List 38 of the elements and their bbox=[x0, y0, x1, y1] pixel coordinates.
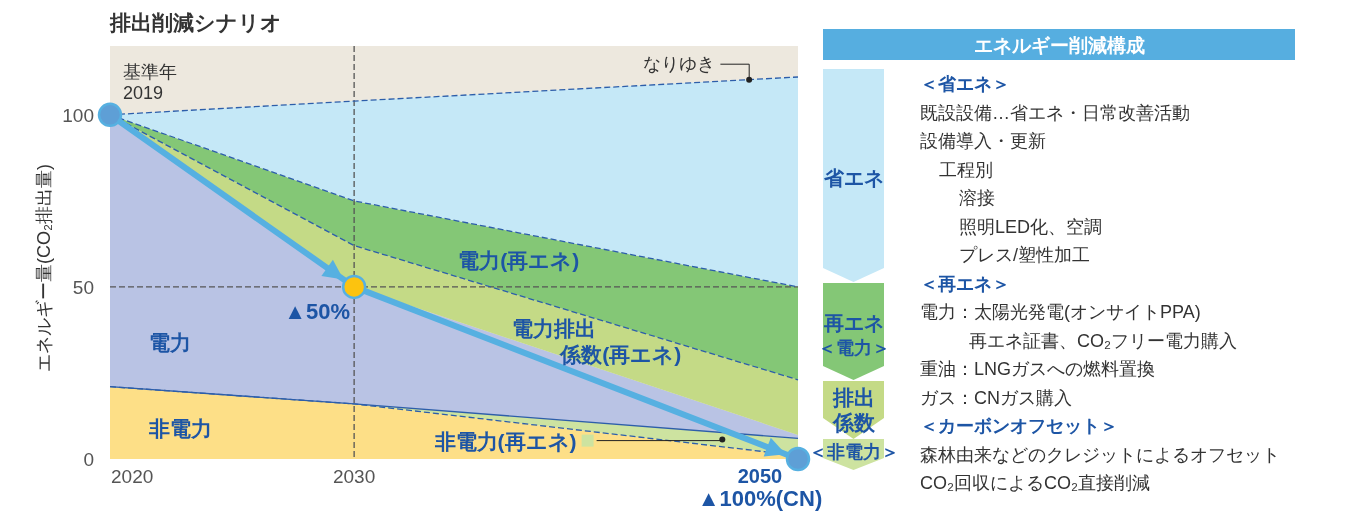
point bbox=[785, 446, 811, 472]
text: 電力：太陽光発電(オンサイトPPA) bbox=[920, 302, 1201, 322]
series-label: 電力排出係数(再エネ) bbox=[511, 316, 682, 366]
text: エネルギー削減構成 bbox=[973, 34, 1145, 56]
series-label: なりゆき bbox=[643, 54, 716, 75]
text: 設備導入・更新 bbox=[920, 131, 1046, 151]
text: 照明LED化、空調 bbox=[959, 216, 1103, 237]
text: CO₂回収によるCO₂直接削減 bbox=[920, 473, 1150, 493]
series-label: 電力(再エネ) bbox=[458, 248, 580, 272]
text: 工程別 bbox=[939, 159, 993, 180]
text: ＜非電力＞ bbox=[808, 442, 899, 462]
annotation: ▲50% bbox=[284, 298, 351, 324]
annotation: 基準年 2019 bbox=[123, 61, 177, 103]
point bbox=[341, 274, 367, 300]
y-tick-label: 0 bbox=[83, 448, 94, 470]
text: ＜省エネ＞ bbox=[920, 74, 1010, 94]
text: 重油：LNGガスへの燃料置換 bbox=[920, 359, 1156, 379]
legend-label: 非電力(再エネ) bbox=[433, 429, 577, 453]
chart-title: 排出削減シナリオ bbox=[109, 10, 282, 34]
text: 省エネ bbox=[822, 167, 884, 189]
y-axis-title: エネルギー量(CO₂排出量) bbox=[34, 164, 54, 372]
y-tick-label: 100 bbox=[62, 104, 94, 126]
series-label: 非電力 bbox=[147, 416, 212, 440]
text: プレス/塑性加工 bbox=[959, 245, 1091, 265]
y-tick-label: 50 bbox=[72, 276, 94, 298]
annotation: 2050 ▲100%(CN) bbox=[697, 465, 823, 511]
x-tick-label: 2020 bbox=[111, 465, 154, 487]
text: 溶接 bbox=[959, 188, 995, 208]
text: ＜再エネ＞ bbox=[920, 273, 1010, 294]
series-label: 電力 bbox=[148, 330, 191, 354]
text: ＜カーボンオフセット＞ bbox=[920, 416, 1118, 436]
x-tick-label: 2030 bbox=[332, 465, 376, 487]
text: ガス：CNガス購入 bbox=[920, 387, 1072, 408]
text: 排出係数 bbox=[831, 385, 876, 434]
text: 森林由来などのクレジットによるオフセット bbox=[920, 444, 1280, 465]
text: 既設設備…省エネ・日常改善活動 bbox=[920, 102, 1190, 123]
text: 再エネ証書、CO₂フリー電力購入 bbox=[969, 330, 1237, 351]
point bbox=[97, 102, 123, 128]
